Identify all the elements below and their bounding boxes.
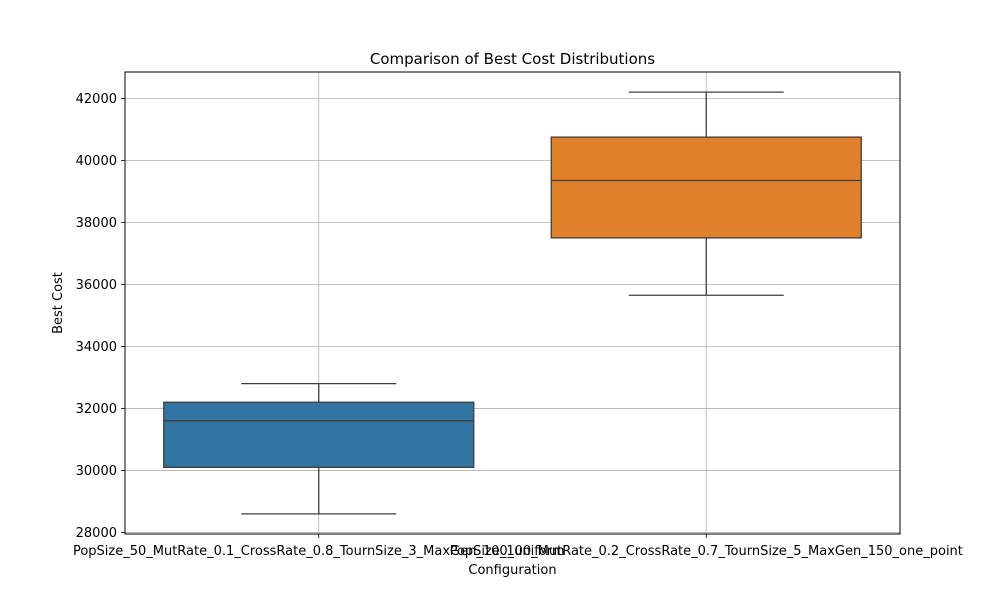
y-axis-label: Best Cost — [51, 272, 66, 334]
y-tick-label: 28000 — [76, 526, 117, 541]
y-axis-ticks: 28000 30000 32000 34000 36000 38000 40000 42000 — [76, 92, 125, 541]
y-tick-label: 42000 — [76, 92, 117, 107]
y-tick-label: 30000 — [76, 464, 117, 479]
chart-title: Comparison of Best Cost Distributions — [370, 50, 655, 68]
plot-area-frame — [124, 71, 901, 535]
box-1 — [163, 382, 475, 515]
box-iqr — [163, 401, 475, 468]
y-tick-label: 40000 — [76, 154, 117, 169]
x-tick-label: PopSize_100_MutRate_0.2_CrossRate_0.7_To… — [450, 544, 963, 559]
x-axis-label: Configuration — [468, 563, 556, 578]
y-tick-label: 36000 — [76, 278, 117, 293]
box-iqr — [550, 136, 862, 239]
boxes — [163, 91, 862, 515]
y-tick-label: 32000 — [76, 402, 117, 417]
x-tick-label: PopSize_50_MutRate_0.1_CrossRate_0.8_Tou… — [73, 544, 565, 559]
y-tick-label: 38000 — [76, 216, 117, 231]
box-2 — [550, 91, 862, 296]
y-tick-label: 34000 — [76, 340, 117, 355]
x-axis-ticks: PopSize_50_MutRate_0.1_CrossRate_0.8_Tou… — [73, 534, 963, 559]
